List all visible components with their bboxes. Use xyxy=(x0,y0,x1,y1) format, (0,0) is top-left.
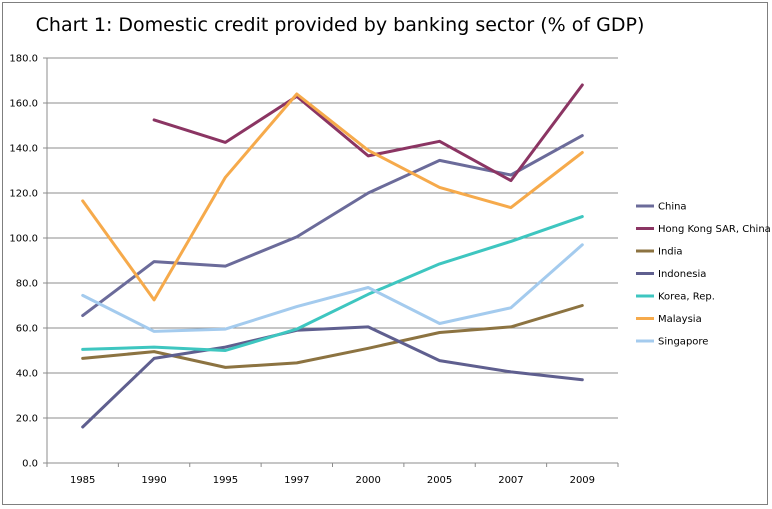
y-tick-label: 160.0 xyxy=(9,99,38,110)
x-tick-label: 1990 xyxy=(141,475,166,486)
legend: China Hong Kong SAR, China India Indonesia K… xyxy=(636,202,771,348)
x-tick-label: 2000 xyxy=(355,475,380,486)
series-line-hong-kong-sar-china xyxy=(152,83,584,183)
y-tick-label: 80.0 xyxy=(16,279,38,290)
series-lines xyxy=(81,83,584,429)
y-tick-label: 20.0 xyxy=(16,414,38,425)
legend-label-korea-rep: Korea, Rep. xyxy=(658,292,715,303)
y-tick-label: 120.0 xyxy=(9,189,38,200)
axes xyxy=(43,57,619,467)
y-tick-label: 180.0 xyxy=(9,54,38,65)
x-tick-label: 1997 xyxy=(284,475,309,486)
legend-label-indonesia: Indonesia xyxy=(658,269,706,280)
legend-label-hong-kong-sar-china: Hong Kong SAR, China xyxy=(658,224,771,235)
legend-label-malaysia: Malaysia xyxy=(658,314,702,325)
y-tick-label: 60.0 xyxy=(16,324,38,335)
series-line-korea-rep xyxy=(81,215,584,352)
legend-label-india: India xyxy=(658,247,683,258)
y-tick-label: 40.0 xyxy=(16,369,38,380)
x-axis-tick-labels: 1985 1990 1995 1997 2000 2005 2007 2009 xyxy=(70,475,595,486)
legend-label-china: China xyxy=(658,202,687,213)
series-line-china xyxy=(81,134,584,318)
x-tick-label: 2007 xyxy=(498,475,523,486)
y-tick-label: 100.0 xyxy=(9,234,38,245)
series-line-malaysia xyxy=(81,92,584,302)
series-line-indonesia xyxy=(81,325,584,429)
y-axis-tick-labels: 0.0 20.0 40.0 60.0 80.0 100.0 120.0 140.0 160.0 1… xyxy=(9,54,38,470)
chart-title: Chart 1: Domestic credit provided by ban… xyxy=(35,14,645,36)
series-line-india xyxy=(81,304,584,369)
x-tick-label: 1985 xyxy=(70,475,95,486)
y-tick-label: 0.0 xyxy=(22,459,38,470)
series-line-singapore xyxy=(81,243,584,333)
legend-label-singapore: Singapore xyxy=(658,337,708,348)
gridlines xyxy=(47,57,618,419)
x-tick-label: 2009 xyxy=(570,475,595,486)
x-tick-label: 2005 xyxy=(427,475,452,486)
y-tick-label: 140.0 xyxy=(9,144,38,155)
x-tick-label: 1995 xyxy=(213,475,238,486)
